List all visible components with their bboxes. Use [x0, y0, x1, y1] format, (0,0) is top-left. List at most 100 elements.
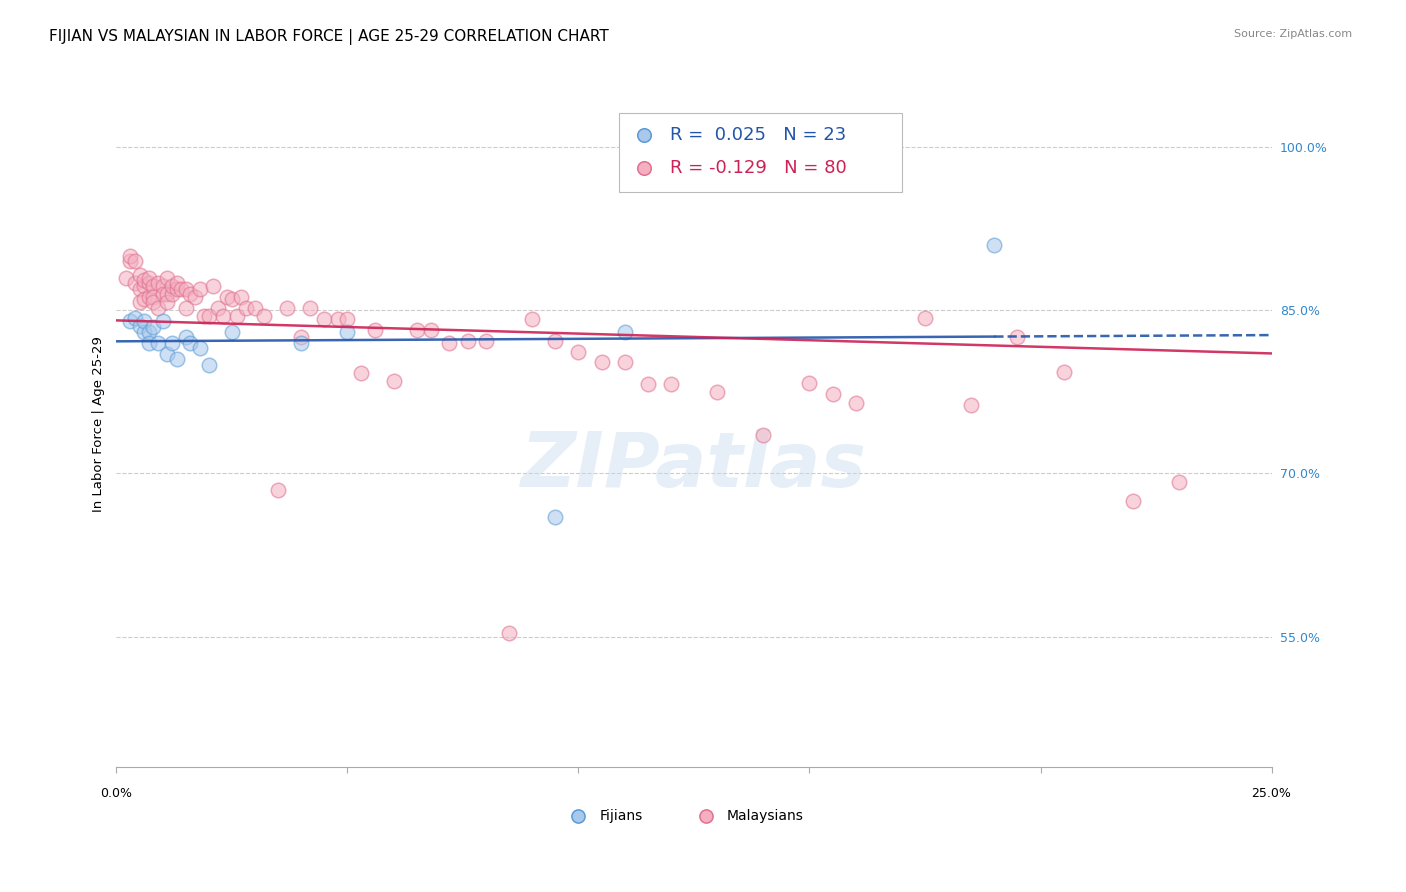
Point: [160, 287, 183, 301]
Point: [174, 301, 197, 315]
Point: [276, 301, 298, 315]
Point: [188, 281, 211, 295]
Point: [198, 358, 221, 372]
Point: [613, 355, 636, 369]
Point: [314, 312, 336, 326]
Point: [752, 428, 775, 442]
Point: [799, 376, 821, 391]
Text: 0.0%: 0.0%: [100, 787, 132, 799]
Point: [142, 290, 165, 304]
Point: [156, 270, 179, 285]
Point: [253, 309, 276, 323]
Text: FIJIAN VS MALAYSIAN IN LABOR FORCE | AGE 25-29 CORRELATION CHART: FIJIAN VS MALAYSIAN IN LABOR FORCE | AGE…: [49, 29, 609, 45]
Point: [170, 281, 193, 295]
Point: [706, 384, 728, 399]
Point: [336, 325, 359, 339]
Point: [142, 319, 165, 334]
Point: [364, 323, 387, 337]
Point: [544, 509, 567, 524]
Point: [174, 281, 197, 295]
Point: [350, 367, 373, 381]
Point: [845, 395, 868, 409]
Point: [134, 325, 156, 339]
Point: [156, 287, 179, 301]
Point: [134, 314, 156, 328]
Point: [267, 483, 290, 497]
Point: [217, 290, 239, 304]
Point: [152, 287, 174, 301]
Point: [419, 323, 441, 337]
Point: [179, 335, 201, 350]
Text: R = -0.129   N = 80: R = -0.129 N = 80: [669, 159, 846, 177]
Point: [475, 334, 498, 348]
Point: [120, 314, 142, 328]
Point: [120, 249, 142, 263]
Point: [211, 309, 233, 323]
Point: [1052, 365, 1074, 379]
Point: [457, 334, 479, 348]
Point: [146, 301, 169, 315]
Point: [156, 294, 179, 309]
Point: [659, 377, 682, 392]
Point: [128, 294, 150, 309]
Text: 25.0%: 25.0%: [1251, 787, 1292, 799]
Point: [142, 294, 165, 309]
Point: [613, 325, 636, 339]
Point: [128, 318, 150, 333]
Point: [235, 301, 257, 315]
Point: [138, 276, 160, 290]
Point: [382, 374, 405, 388]
Point: [821, 387, 844, 401]
Point: [221, 293, 243, 307]
Point: [914, 310, 936, 325]
Point: [1168, 475, 1191, 489]
Point: [328, 312, 350, 326]
Point: [160, 279, 183, 293]
Point: [134, 273, 156, 287]
Point: [193, 309, 215, 323]
Point: [146, 335, 169, 350]
Point: [1122, 493, 1144, 508]
Point: [198, 309, 221, 323]
Point: [134, 293, 156, 307]
Point: [202, 279, 225, 293]
Point: [225, 309, 247, 323]
Point: [960, 398, 983, 412]
Point: [188, 342, 211, 356]
Point: [138, 325, 160, 339]
Text: Malaysians: Malaysians: [727, 809, 803, 823]
Point: [114, 270, 136, 285]
Point: [124, 310, 146, 325]
Point: [166, 352, 188, 367]
Point: [522, 312, 544, 326]
Point: [142, 279, 165, 293]
Point: [437, 335, 460, 350]
Point: [166, 281, 188, 295]
Point: [544, 334, 567, 348]
Point: [152, 314, 174, 328]
Point: [128, 281, 150, 295]
Point: [336, 312, 359, 326]
Point: [637, 377, 659, 392]
Point: [124, 276, 146, 290]
Point: [1007, 330, 1029, 344]
Text: R =  0.025   N = 23: R = 0.025 N = 23: [669, 126, 846, 144]
Point: [405, 323, 427, 337]
Point: [591, 355, 613, 369]
Point: [124, 254, 146, 268]
Point: [221, 325, 243, 339]
Point: [243, 301, 266, 315]
Point: [567, 344, 589, 359]
Point: [138, 290, 160, 304]
Text: ZIPatlas: ZIPatlas: [522, 428, 868, 502]
Point: [138, 270, 160, 285]
FancyBboxPatch shape: [619, 112, 901, 192]
Point: [498, 626, 520, 640]
Point: [138, 335, 160, 350]
Point: [134, 279, 156, 293]
Text: Source: ZipAtlas.com: Source: ZipAtlas.com: [1234, 29, 1353, 38]
Y-axis label: In Labor Force | Age 25-29: In Labor Force | Age 25-29: [93, 336, 105, 512]
Point: [152, 279, 174, 293]
Point: [146, 276, 169, 290]
Point: [166, 276, 188, 290]
